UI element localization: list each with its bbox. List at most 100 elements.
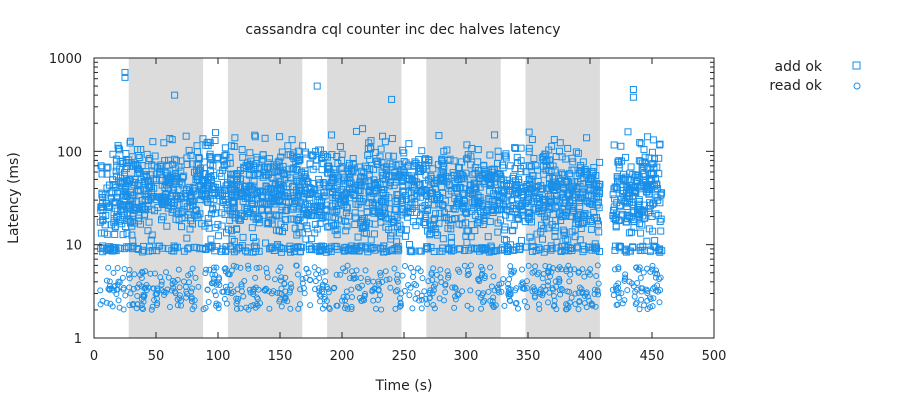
- data-point-add-ok: [430, 221, 438, 229]
- data-point-add-ok: [354, 233, 362, 241]
- data-point-read-ok: [487, 297, 494, 304]
- data-point-add-ok: [158, 244, 166, 252]
- data-point-add-ok: [595, 228, 603, 236]
- data-point-add-ok: [316, 247, 324, 255]
- data-point-add-ok: [158, 198, 166, 206]
- data-point-add-ok: [153, 170, 161, 178]
- data-point-add-ok: [612, 214, 620, 222]
- data-point-add-ok: [574, 218, 582, 226]
- data-point-add-ok: [300, 206, 308, 214]
- data-point-add-ok: [579, 158, 587, 166]
- data-point-read-ok: [583, 304, 590, 311]
- data-point-read-ok: [350, 272, 357, 279]
- data-point-add-ok: [124, 191, 132, 199]
- data-point-add-ok: [134, 205, 142, 213]
- data-point-add-ok: [148, 231, 156, 239]
- data-point-read-ok: [656, 276, 663, 283]
- data-point-add-ok: [593, 214, 601, 222]
- data-point-add-ok: [367, 245, 375, 253]
- data-point-add-ok: [187, 151, 195, 159]
- data-point-read-ok: [635, 266, 642, 273]
- data-point-read-ok: [322, 268, 329, 275]
- data-point-add-ok: [341, 197, 349, 205]
- data-point-add-ok: [340, 175, 348, 183]
- data-point-read-ok: [556, 279, 563, 286]
- data-point-add-ok: [431, 195, 439, 203]
- data-point-read-ok: [103, 277, 110, 284]
- data-point-add-ok: [311, 220, 319, 228]
- data-point-add-ok: [199, 135, 207, 143]
- data-point-read-ok: [372, 305, 379, 312]
- data-point-read-ok: [256, 264, 263, 271]
- data-point-add-ok: [288, 136, 296, 144]
- data-point-add-ok: [385, 226, 393, 234]
- data-point-read-ok: [238, 283, 245, 290]
- data-point-add-ok: [264, 159, 272, 167]
- data-point-add-ok: [118, 204, 126, 212]
- data-point-read-ok: [647, 296, 654, 303]
- data-point-add-ok: [497, 216, 505, 224]
- data-point-add-ok: [568, 178, 576, 186]
- data-point-add-ok: [510, 172, 518, 180]
- data-point-add-ok: [207, 176, 215, 184]
- data-point-read-ok: [387, 284, 394, 291]
- data-point-read-ok: [632, 288, 639, 295]
- data-point-read-ok: [316, 288, 323, 295]
- data-point-add-ok: [342, 243, 350, 251]
- data-point-add-ok: [526, 189, 534, 197]
- data-point-add-ok: [262, 182, 270, 190]
- data-point-add-ok: [352, 213, 360, 221]
- data-point-add-ok: [530, 197, 538, 205]
- data-point-add-ok: [372, 181, 380, 189]
- data-point-add-ok: [189, 202, 197, 210]
- data-point-read-ok: [656, 299, 663, 306]
- data-point-read-ok: [418, 305, 425, 312]
- data-point-add-ok: [551, 166, 559, 174]
- data-point-add-ok: [214, 189, 222, 197]
- data-point-add-ok: [164, 174, 172, 182]
- data-point-add-ok: [331, 227, 339, 235]
- data-point-read-ok: [261, 287, 268, 294]
- data-point-add-ok: [622, 218, 630, 226]
- data-point-add-ok: [294, 191, 302, 199]
- data-point-read-ok: [563, 306, 570, 313]
- data-point-add-ok: [183, 234, 191, 242]
- data-point-add-ok: [587, 191, 595, 199]
- data-point-read-ok: [455, 291, 462, 298]
- data-point-add-ok: [154, 193, 162, 201]
- data-point-add-ok: [580, 245, 588, 253]
- data-point-add-ok: [278, 192, 286, 200]
- data-point-add-ok: [450, 157, 458, 165]
- data-point-add-ok: [288, 165, 296, 173]
- data-point-read-ok: [182, 283, 189, 290]
- data-point-add-ok: [552, 223, 560, 231]
- data-point-add-ok: [288, 198, 296, 206]
- data-point-read-ok: [245, 265, 252, 272]
- data-point-read-ok: [106, 278, 113, 285]
- data-point-read-ok: [347, 275, 354, 282]
- data-point-add-ok: [200, 179, 208, 187]
- data-point-read-ok: [149, 303, 156, 310]
- data-point-read-ok: [252, 274, 259, 281]
- data-point-read-ok: [392, 305, 399, 312]
- data-point-add-ok: [639, 206, 647, 214]
- data-point-add-ok: [328, 131, 336, 139]
- data-point-add-ok: [557, 216, 565, 224]
- data-point-add-ok: [345, 159, 353, 167]
- data-point-add-ok: [231, 134, 239, 142]
- data-point-read-ok: [321, 302, 328, 309]
- data-point-add-ok: [501, 226, 509, 234]
- data-point-read-ok: [120, 306, 127, 313]
- data-point-add-ok: [613, 185, 621, 193]
- data-point-add-ok: [627, 228, 635, 236]
- data-point-read-ok: [175, 266, 182, 273]
- data-point-add-ok: [590, 164, 598, 172]
- data-point-add-ok: [421, 210, 429, 218]
- data-point-add-ok: [219, 197, 227, 205]
- data-point-add-ok: [484, 233, 492, 241]
- data-point-add-ok: [481, 244, 489, 252]
- data-point-read-ok: [303, 265, 310, 272]
- data-point-read-ok: [330, 285, 337, 292]
- data-point-add-ok: [99, 198, 107, 206]
- data-point-add-ok: [459, 204, 467, 212]
